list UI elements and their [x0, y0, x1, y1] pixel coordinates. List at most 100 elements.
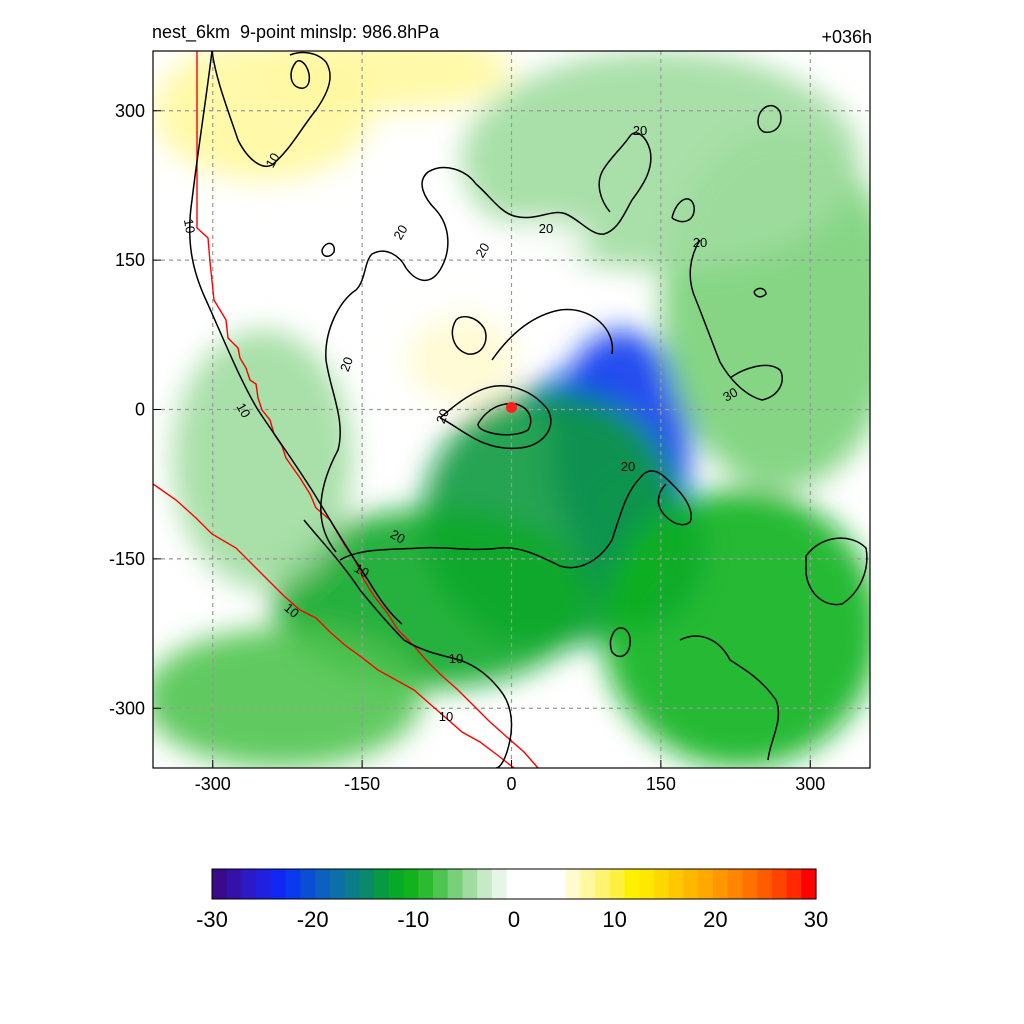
colorbar-swatch	[462, 869, 478, 899]
colorbar-tick-label: -20	[297, 907, 329, 932]
y-tick-label: 300	[115, 101, 145, 121]
contour-label: 20	[633, 123, 647, 138]
contour-20-north-loop	[451, 315, 487, 355]
colorbar-swatch	[595, 869, 611, 899]
contour-20-ne	[598, 132, 652, 213]
colorbar-ticks: -30 -20 -10 0 10 20 30	[196, 907, 828, 932]
contour-label: 20	[433, 407, 452, 426]
contour-20-ne-loop	[671, 198, 695, 223]
colorbar-swatch	[639, 869, 655, 899]
colorbar-swatch	[491, 869, 508, 899]
colorbar-tick-label: 10	[602, 907, 626, 932]
field-blob	[272, 51, 512, 111]
contour-10-west	[188, 51, 403, 625]
colorbar-swatch	[403, 869, 419, 899]
colorbar-tick-label: -10	[397, 907, 429, 932]
colorbar-swatch	[580, 869, 596, 899]
colorbar-swatch	[226, 869, 243, 899]
colorbar-swatch	[786, 869, 802, 899]
colorbar-swatch	[550, 869, 567, 899]
svg-text:20: 20	[633, 123, 647, 138]
colorbar-swatch	[536, 869, 552, 899]
contour-20-outer	[339, 470, 692, 569]
colorbar-swatch	[344, 869, 360, 899]
contour-label: 10	[233, 400, 253, 420]
x-tick-label: 150	[646, 774, 676, 794]
colorbar-tick-label: 0	[508, 907, 520, 932]
colorbar-swatch	[241, 869, 257, 899]
colorbar-swatch	[418, 869, 434, 899]
colorbar-swatch	[668, 869, 685, 899]
colorbar	[211, 868, 817, 900]
storm-center-marker	[506, 402, 517, 414]
colorbar-swatch	[329, 869, 346, 899]
contour-label: 20	[388, 526, 408, 546]
colorbar-swatch	[212, 869, 228, 899]
svg-text:20: 20	[693, 235, 707, 250]
colorbar-swatch	[521, 869, 537, 899]
colorbar-swatch	[712, 869, 729, 899]
colorbar-swatch	[300, 869, 316, 899]
colorbar-swatch	[727, 869, 743, 899]
svg-text:10: 10	[439, 709, 453, 724]
x-tick-label: 0	[506, 774, 516, 794]
field-blob	[153, 628, 422, 768]
colorbar-swatch	[388, 869, 405, 899]
svg-text:30: 30	[720, 384, 740, 404]
contour-20-east	[689, 239, 783, 401]
contour-20-south-blob	[609, 627, 631, 658]
colorbar-swatch	[432, 869, 449, 899]
contour-label: 10	[181, 218, 198, 235]
colorbar-tick-label: 30	[804, 907, 828, 932]
colorbar-swatch	[771, 869, 788, 899]
svg-text:20: 20	[390, 222, 410, 242]
contour-label: 10	[262, 150, 282, 170]
shaded-field	[153, 51, 870, 768]
contour-label: 30	[720, 384, 740, 404]
colorbar-swatch	[506, 869, 522, 899]
chart-title: nest_6km 9-point minslp: 986.8hPa	[152, 22, 440, 42]
colorbar-swatch	[270, 869, 287, 899]
colorbar-swatch	[315, 869, 331, 899]
svg-text:10: 10	[181, 218, 198, 235]
colorbar-swatch	[742, 869, 758, 899]
y-tick-label: -150	[109, 549, 145, 569]
colorbar-swatch	[447, 869, 464, 899]
y-tick-label: 150	[115, 250, 145, 270]
svg-text:10: 10	[233, 400, 253, 420]
svg-text:10: 10	[449, 651, 463, 666]
colorbar-frame	[211, 868, 817, 900]
contour-20-inner	[439, 385, 552, 450]
colorbar-swatch	[757, 869, 773, 899]
contour-20-ne-loop2	[757, 104, 782, 134]
contour-label: 10	[281, 600, 302, 621]
x-tick-label: -300	[195, 774, 231, 794]
contours	[188, 51, 868, 768]
colorbar-tick-label: 20	[703, 907, 727, 932]
contour-10-topblob	[290, 60, 311, 89]
y-tick-label: 0	[135, 400, 145, 420]
x-axis: -300 -150 0 150 300	[195, 760, 825, 794]
contour-20-se	[805, 537, 868, 606]
svg-text:20: 20	[539, 221, 553, 236]
svg-text:20: 20	[433, 407, 452, 426]
colorbar-swatch	[609, 869, 626, 899]
field-blob	[601, 489, 870, 768]
contour-label: 20	[337, 355, 356, 374]
contour-20-small-w	[321, 242, 335, 257]
field-blob	[461, 51, 861, 271]
y-tick-label: -300	[109, 698, 145, 718]
contour-30	[491, 308, 614, 361]
colorbar-swatch	[624, 869, 640, 899]
svg-text:10: 10	[352, 560, 372, 580]
colorbar-swatch	[374, 869, 390, 899]
colorbar-swatch	[477, 869, 493, 899]
contour-label: 20	[472, 240, 492, 260]
y-axis: 300 150 0 -150 -300	[109, 101, 161, 718]
contour-label: 10	[352, 560, 372, 580]
field-blob	[406, 314, 517, 405]
colorbar-tick-label: -30	[196, 907, 228, 932]
field-blob	[172, 329, 353, 589]
svg-text:10: 10	[262, 150, 282, 170]
contour-label: 20	[539, 221, 553, 236]
